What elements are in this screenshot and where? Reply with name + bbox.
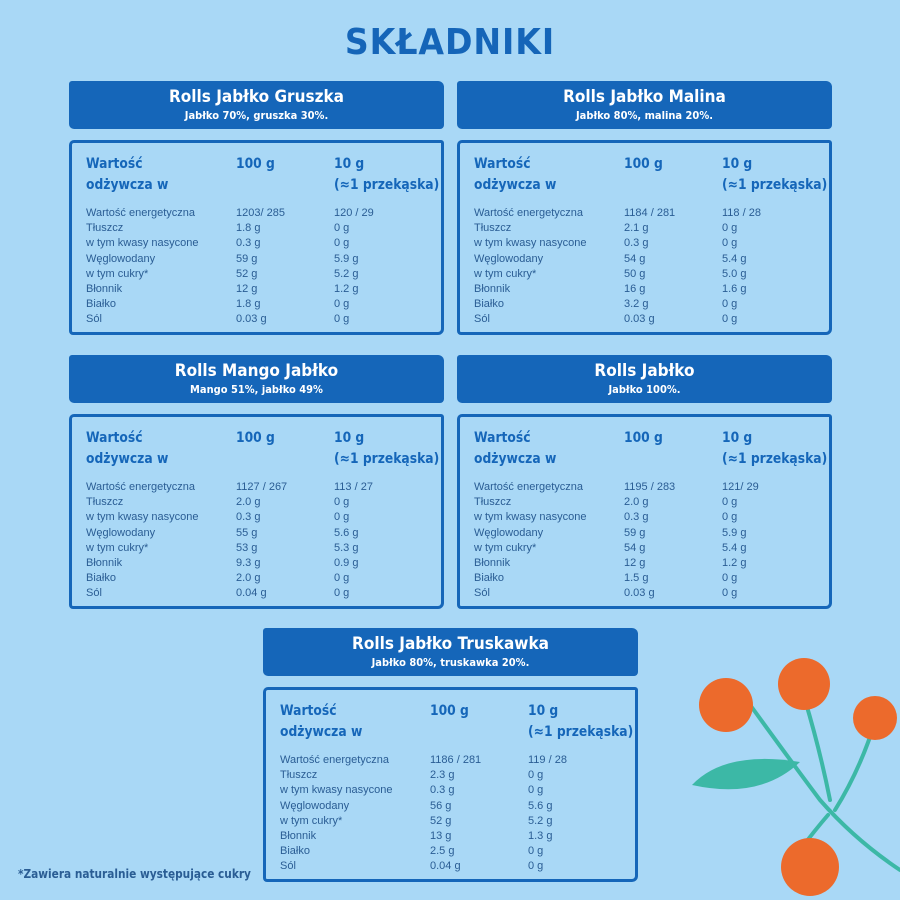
nutrition-table: Wartość odżywcza w 100 g 10 g (≈1 przekąsk…: [69, 140, 444, 335]
nutrition-table: Wartość odżywcza w 100 g 10 g (≈1 przekąsk…: [457, 140, 832, 335]
header-nutrition-value: Wartość odżywcza w: [86, 430, 169, 467]
header-per-10g: 10 g (≈1 przekąska): [722, 156, 828, 193]
table-row: w tym cukry* 50 g 5.0 g: [474, 267, 747, 280]
product-card-jablko-malina: Rolls Jabłko Malina Jabłko 80%, malina 2…: [457, 81, 832, 335]
product-card-jablko-truskawka: Rolls Jabłko Truskawka Jabłko 80%, trusk…: [263, 628, 638, 882]
header-per-100g: 100 g: [236, 430, 275, 446]
header-nutrition-value: Wartość odżywcza w: [474, 156, 557, 193]
product-card-jablko-gruszka: Rolls Jabłko Gruszka Jabłko 70%, gruszka…: [69, 81, 444, 335]
header-nutrition-value: Wartość odżywcza w: [86, 156, 169, 193]
berry-icon: [778, 658, 830, 710]
table-row: Węglowodany 55 g 5.6 g: [86, 526, 359, 539]
header-per-10g: 10 g (≈1 przekąska): [722, 430, 828, 467]
nutrition-rows: Wartość energetyczna 1195 / 283 121/ 29 Tł…: [460, 480, 829, 602]
table-row: Wartość energetyczna 1203/ 285 120 / 29: [86, 207, 374, 219]
table-row: w tym cukry* 52 g 5.2 g: [86, 267, 359, 280]
table-row: Węglowodany 59 g 5.9 g: [474, 526, 747, 539]
product-banner: Rolls Jabłko Jabłko 100%.: [457, 355, 832, 403]
product-name: Rolls Mango Jabłko: [174, 361, 339, 381]
berry-branch-illustration: [692, 658, 900, 896]
table-row: Błonnik 12 g 1.2 g: [86, 282, 359, 295]
berry-icon: [781, 838, 839, 896]
table-row: Węglowodany 54 g 5.4 g: [474, 252, 747, 265]
product-name: Rolls Jabłko Truskawka: [352, 634, 549, 654]
table-row: Wartość energetyczna 1184 / 281 118 / 28: [474, 207, 761, 219]
product-card-mango-jablko: Rolls Mango Jabłko Mango 51%, jabłko 49%…: [69, 355, 444, 609]
product-composition: Jabłko 100%.: [608, 383, 681, 396]
table-row: Błonnik 16 g 1.6 g: [474, 282, 747, 295]
table-row: w tym cukry* 53 g 5.3 g: [86, 541, 359, 554]
product-composition: Jabłko 80%, malina 20%.: [575, 109, 713, 122]
product-banner: Rolls Jabłko Gruszka Jabłko 70%, gruszka…: [69, 81, 444, 129]
page-title: SKŁADNIKI: [344, 22, 556, 63]
nutrition-rows: Wartość energetyczna 1186 / 281 119 / 28 T…: [266, 753, 635, 875]
header-nutrition-value: Wartość odżywcza w: [280, 703, 363, 740]
table-row: w tym cukry* 52 g 5.2 g: [280, 814, 553, 827]
leaf-icon: [692, 758, 800, 790]
product-composition: Mango 51%, jabłko 49%: [190, 383, 323, 396]
product-name: Rolls Jabłko Gruszka: [169, 87, 344, 107]
berry-icon: [853, 696, 897, 740]
header-nutrition-value: Wartość odżywcza w: [474, 430, 557, 467]
product-banner: Rolls Mango Jabłko Mango 51%, jabłko 49%: [69, 355, 444, 403]
table-row: Wartość energetyczna 1195 / 283 121/ 29: [474, 481, 759, 493]
table-row: Błonnik 13 g 1.3 g: [280, 829, 553, 842]
product-banner: Rolls Jabłko Truskawka Jabłko 80%, trusk…: [263, 628, 638, 676]
header-per-10g: 10 g (≈1 przekąska): [334, 156, 440, 193]
table-row: Wartość energetyczna 1127 / 267 113 / 27: [86, 481, 373, 493]
footnote: *Zawiera naturalnie występujące cukry: [18, 867, 251, 881]
table-row: Błonnik 12 g 1.2 g: [474, 556, 747, 569]
product-banner: Rolls Jabłko Malina Jabłko 80%, malina 2…: [457, 81, 832, 129]
nutrition-rows: Wartość energetyczna 1184 / 281 118 / 28 T…: [460, 206, 829, 328]
header-per-100g: 100 g: [236, 156, 275, 172]
header-per-10g: 10 g (≈1 przekąska): [528, 703, 634, 740]
product-composition: Jabłko 80%, truskawka 20%.: [371, 656, 530, 669]
table-row: Węglowodany 56 g 5.6 g: [280, 799, 553, 812]
product-name: Rolls Jabłko: [594, 361, 695, 381]
table-row: w tym cukry* 54 g 5.4 g: [474, 541, 747, 554]
table-row: Wartość energetyczna 1186 / 281 119 / 28: [280, 754, 567, 766]
nutrition-table: Wartość odżywcza w 100 g 10 g (≈1 przekąsk…: [457, 414, 832, 609]
product-name: Rolls Jabłko Malina: [563, 87, 726, 107]
nutrition-rows: Wartość energetyczna 1127 / 267 113 / 27 T…: [72, 480, 441, 602]
table-row: Błonnik 9.3 g 0.9 g: [86, 556, 359, 569]
header-per-100g: 100 g: [430, 703, 469, 719]
header-per-100g: 100 g: [624, 156, 663, 172]
product-composition: Jabłko 70%, gruszka 30%.: [184, 109, 329, 122]
nutrition-table: Wartość odżywcza w 100 g 10 g (≈1 przekąsk…: [263, 687, 638, 882]
berry-icon: [699, 678, 753, 732]
nutrition-table: Wartość odżywcza w 100 g 10 g (≈1 przekąsk…: [69, 414, 444, 609]
table-row: Węglowodany 59 g 5.9 g: [86, 252, 359, 265]
header-per-100g: 100 g: [624, 430, 663, 446]
product-card-jablko: Rolls Jabłko Jabłko 100%. Wartość odżywcz…: [457, 355, 832, 609]
header-per-10g: 10 g (≈1 przekąska): [334, 430, 440, 467]
nutrition-rows: Wartość energetyczna 1203/ 285 120 / 29 Tł…: [72, 206, 441, 328]
